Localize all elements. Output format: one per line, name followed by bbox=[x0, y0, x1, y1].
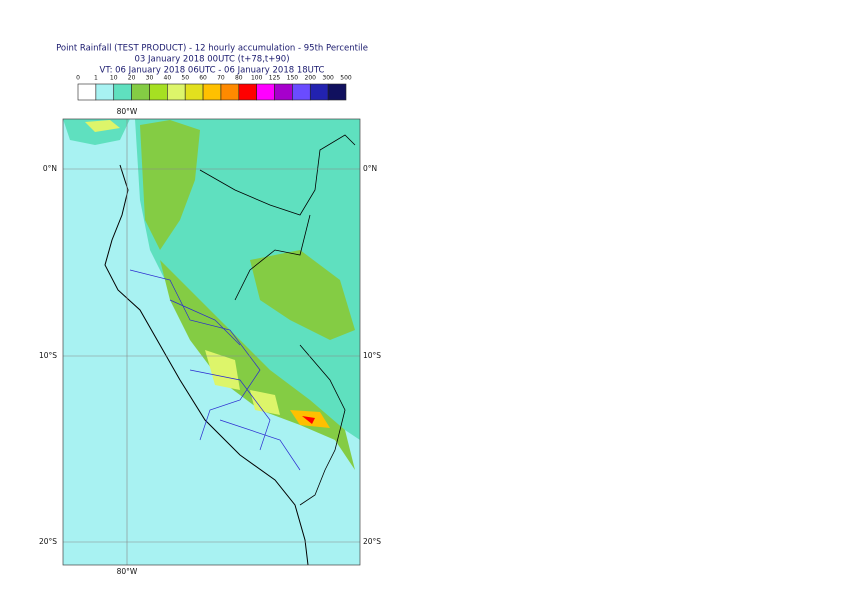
legend-level: 50 bbox=[181, 75, 189, 82]
lat-label: 20°S bbox=[363, 537, 381, 546]
legend-swatch bbox=[274, 83, 293, 101]
legend-swatch bbox=[309, 83, 329, 101]
lat-label: 10°S bbox=[363, 351, 381, 360]
legend-swatch bbox=[77, 83, 97, 101]
legend-swatch bbox=[113, 83, 132, 101]
legend-swatch bbox=[131, 83, 150, 101]
title-line: Point Rainfall (TEST PRODUCT) - 12 hourl… bbox=[56, 44, 368, 54]
legend-level: 125 bbox=[269, 75, 281, 82]
lon-label: 80°W bbox=[117, 567, 138, 576]
lat-label: 20°S bbox=[39, 537, 57, 546]
legend-swatch bbox=[327, 83, 347, 101]
legend-level: 100 bbox=[251, 75, 263, 82]
lat-label: 10°S bbox=[39, 351, 57, 360]
legend-swatch bbox=[202, 83, 222, 101]
legend-level: 80 bbox=[235, 75, 243, 82]
title-line: VT: 06 January 2018 06UTC - 06 January 2… bbox=[100, 66, 325, 76]
legend-level: 20 bbox=[128, 75, 136, 82]
legend-swatch bbox=[256, 83, 275, 101]
lon-label: 80°W bbox=[117, 107, 138, 116]
legend-swatch bbox=[220, 83, 240, 101]
legend-swatch bbox=[238, 83, 257, 101]
legend-level: 150 bbox=[287, 75, 299, 82]
legend-level: 10 bbox=[110, 75, 118, 82]
legend-swatch bbox=[149, 83, 168, 101]
legend-level: 0 bbox=[76, 75, 80, 82]
legend-level: 300 bbox=[322, 75, 334, 82]
legend-level: 30 bbox=[146, 75, 154, 82]
legend-level: 200 bbox=[305, 75, 317, 82]
lat-label: 0°N bbox=[363, 164, 377, 173]
legend-level: 40 bbox=[164, 75, 172, 82]
legend-swatch bbox=[95, 83, 115, 101]
legend-level: 70 bbox=[217, 75, 225, 82]
map bbox=[63, 119, 360, 565]
legend-swatch bbox=[167, 83, 186, 101]
title-line: 03 January 2018 00UTC (t+78,t+90) bbox=[134, 55, 289, 65]
legend-level: 1 bbox=[94, 75, 98, 82]
legend-swatch bbox=[184, 83, 204, 101]
lat-label: 0°N bbox=[43, 164, 57, 173]
legend-level: 500 bbox=[340, 75, 352, 82]
legend-swatch bbox=[292, 83, 311, 101]
map-frame bbox=[62, 118, 361, 566]
color-legend: 0 1 10 20 30 40 50 60 70 80 100 125 150 200 300 500 bbox=[76, 75, 352, 101]
legend-level: 60 bbox=[199, 75, 207, 82]
